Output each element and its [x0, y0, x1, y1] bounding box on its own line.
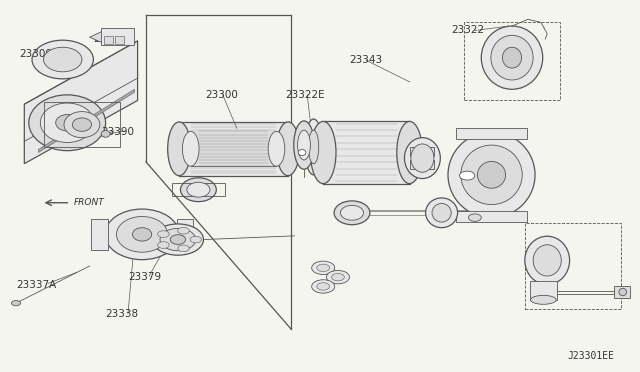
- Ellipse shape: [531, 295, 556, 304]
- Ellipse shape: [170, 235, 186, 244]
- Ellipse shape: [32, 40, 93, 79]
- Ellipse shape: [310, 121, 336, 184]
- Ellipse shape: [460, 171, 475, 180]
- Ellipse shape: [72, 118, 92, 131]
- Text: 23338: 23338: [106, 310, 139, 319]
- Bar: [101, 28, 134, 45]
- Ellipse shape: [101, 131, 110, 137]
- Text: 23390: 23390: [101, 127, 134, 137]
- Ellipse shape: [533, 245, 561, 276]
- Ellipse shape: [64, 112, 100, 138]
- Ellipse shape: [332, 273, 344, 281]
- Text: 23322: 23322: [451, 25, 484, 35]
- Bar: [410, 147, 434, 156]
- Ellipse shape: [404, 138, 440, 179]
- Ellipse shape: [312, 280, 335, 293]
- Polygon shape: [179, 122, 288, 176]
- Ellipse shape: [317, 264, 330, 272]
- Ellipse shape: [298, 130, 310, 160]
- Ellipse shape: [340, 205, 364, 220]
- Polygon shape: [24, 41, 138, 164]
- Ellipse shape: [178, 227, 189, 234]
- Text: FRONT: FRONT: [74, 198, 104, 207]
- Polygon shape: [91, 219, 108, 250]
- Ellipse shape: [426, 198, 458, 228]
- Ellipse shape: [481, 26, 543, 89]
- Ellipse shape: [187, 182, 210, 197]
- Polygon shape: [456, 211, 527, 222]
- Ellipse shape: [168, 122, 191, 176]
- Ellipse shape: [491, 35, 533, 80]
- Ellipse shape: [294, 121, 314, 169]
- Ellipse shape: [308, 130, 319, 164]
- Ellipse shape: [312, 261, 335, 275]
- Ellipse shape: [180, 178, 216, 202]
- Bar: [525, 223, 621, 309]
- Ellipse shape: [432, 203, 451, 222]
- Ellipse shape: [477, 161, 506, 188]
- Bar: [115, 36, 124, 44]
- Polygon shape: [177, 219, 193, 250]
- Bar: [104, 36, 113, 44]
- Polygon shape: [90, 30, 128, 43]
- Ellipse shape: [461, 145, 522, 205]
- Bar: [614, 286, 630, 298]
- Ellipse shape: [12, 301, 20, 306]
- Ellipse shape: [44, 47, 82, 72]
- Ellipse shape: [178, 245, 189, 252]
- Text: 23300: 23300: [93, 34, 125, 44]
- Ellipse shape: [268, 131, 285, 166]
- Ellipse shape: [29, 95, 106, 151]
- Ellipse shape: [157, 231, 169, 237]
- Ellipse shape: [448, 132, 535, 218]
- Ellipse shape: [619, 288, 627, 296]
- Polygon shape: [38, 89, 134, 153]
- Ellipse shape: [317, 283, 330, 290]
- Bar: [44, 102, 120, 147]
- Ellipse shape: [298, 150, 306, 155]
- Bar: [464, 22, 560, 100]
- Ellipse shape: [40, 103, 94, 142]
- Text: 23343: 23343: [349, 55, 382, 64]
- Text: 23337A: 23337A: [16, 280, 56, 289]
- Text: 23300: 23300: [205, 90, 237, 100]
- Ellipse shape: [56, 115, 79, 131]
- Ellipse shape: [160, 228, 196, 251]
- Ellipse shape: [468, 214, 481, 221]
- Ellipse shape: [397, 121, 422, 184]
- Ellipse shape: [502, 47, 522, 68]
- Text: 23379: 23379: [128, 272, 161, 282]
- Bar: [410, 160, 434, 169]
- Ellipse shape: [525, 236, 570, 285]
- Polygon shape: [456, 128, 527, 139]
- Ellipse shape: [182, 131, 199, 166]
- Polygon shape: [323, 121, 410, 184]
- Ellipse shape: [157, 242, 169, 248]
- Text: J23301EE: J23301EE: [568, 351, 614, 361]
- Polygon shape: [191, 131, 276, 166]
- Text: 23300L: 23300L: [19, 49, 58, 59]
- Ellipse shape: [276, 122, 300, 176]
- Ellipse shape: [326, 270, 349, 284]
- Ellipse shape: [305, 119, 323, 175]
- Ellipse shape: [132, 228, 152, 241]
- Ellipse shape: [411, 144, 434, 172]
- Ellipse shape: [334, 201, 370, 225]
- Ellipse shape: [152, 224, 204, 255]
- Ellipse shape: [190, 236, 202, 243]
- Ellipse shape: [116, 217, 168, 252]
- Text: 23322E: 23322E: [285, 90, 324, 100]
- Bar: [530, 281, 557, 300]
- Ellipse shape: [105, 209, 179, 260]
